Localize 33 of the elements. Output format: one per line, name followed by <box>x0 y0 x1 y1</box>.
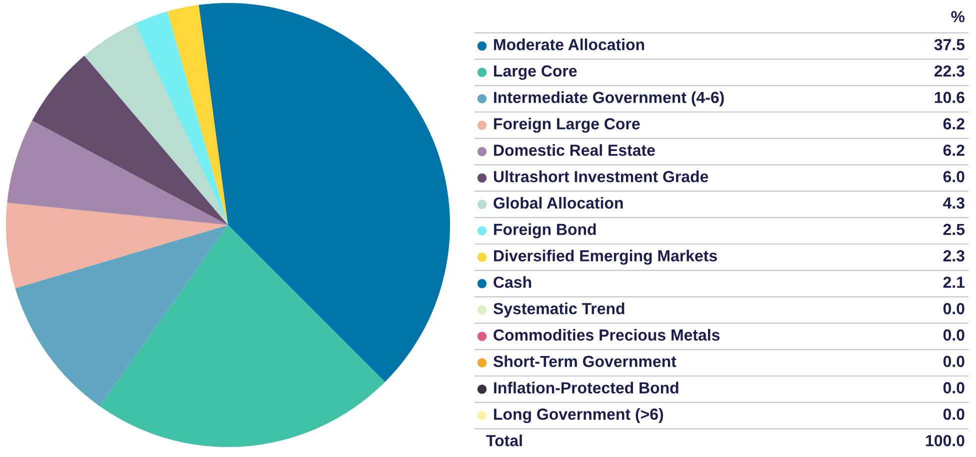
text: 100.0 <box>926 434 964 446</box>
legend-label: Short-Term Government <box>493 355 676 368</box>
text: 0.0 <box>943 302 964 314</box>
data-label: 37.5 <box>934 38 965 50</box>
text: 0.0 <box>943 382 964 394</box>
data-label: 6.2 <box>943 118 964 130</box>
data-label: 22.3 <box>934 65 964 77</box>
text: 0.0 <box>943 408 964 420</box>
legend-title: % <box>951 11 965 22</box>
text: 0.0 <box>943 329 964 341</box>
legend-label: Commodities Precious Metals <box>494 328 720 341</box>
legend-label: Long Government (>6) <box>494 408 664 424</box>
text: 0.0 <box>943 356 964 368</box>
text: Total <box>486 434 522 446</box>
data-label: 2.5 <box>943 224 965 236</box>
legend-label: Cash <box>494 276 532 288</box>
legend-label: Global Allocation <box>494 196 623 209</box>
legend-label: Ultrashort Investment Grade <box>494 170 708 182</box>
legend-label: Foreign Large Core <box>494 118 640 133</box>
legend-label: Systematic Trend <box>493 302 624 318</box>
data-label: 2.3 <box>943 250 964 262</box>
data-label: 4.3 <box>943 197 964 209</box>
data-label: 2.1 <box>943 276 965 288</box>
legend-label: Large Core <box>494 65 577 80</box>
legend-label: Inflation-Protected Bond <box>494 382 678 394</box>
data-label: 6.0 <box>943 170 964 182</box>
data-label: 10.6 <box>934 92 964 104</box>
legend-label: Moderate Allocation <box>494 38 644 50</box>
data-label: 6.2 <box>943 144 964 156</box>
legend-label: Intermediate Government (4-6) <box>494 91 724 106</box>
legend-label: Domestic Real Estate <box>494 144 655 156</box>
legend-label: Foreign Bond <box>494 223 596 238</box>
legend-label: Diversified Emerging Markets <box>494 250 717 265</box>
